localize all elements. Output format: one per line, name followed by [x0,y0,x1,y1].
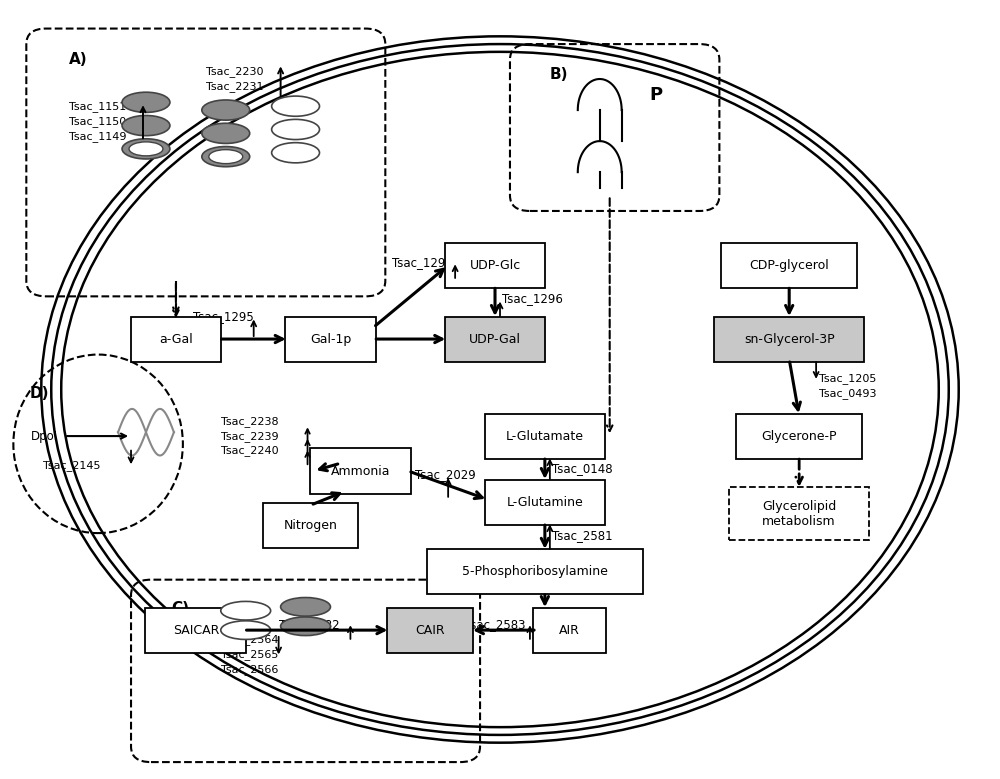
FancyBboxPatch shape [729,488,869,540]
Text: Ammonia: Ammonia [331,464,390,478]
Text: Tsac_1295: Tsac_1295 [193,310,254,323]
Text: DpoI: DpoI [31,429,58,442]
Ellipse shape [281,617,330,636]
Ellipse shape [122,139,170,159]
FancyBboxPatch shape [387,608,473,653]
Text: Gal-1p: Gal-1p [310,333,351,346]
Text: Nitrogen: Nitrogen [284,519,337,532]
Text: C): C) [171,601,189,615]
Ellipse shape [129,142,163,156]
Text: L-Glutamine: L-Glutamine [507,495,583,509]
Ellipse shape [202,123,250,143]
FancyBboxPatch shape [736,414,862,459]
Text: CDP-glycerol: CDP-glycerol [749,259,829,272]
Text: L-Glutamate: L-Glutamate [506,429,584,442]
FancyBboxPatch shape [145,608,246,653]
Text: Tsac_1294: Tsac_1294 [392,256,453,269]
Text: Tsac_2564
Tsac_2565
Tsac_2566: Tsac_2564 Tsac_2565 Tsac_2566 [221,634,278,675]
Ellipse shape [281,597,330,616]
Text: AIR: AIR [559,624,580,636]
Text: Tsac_2238
Tsac_2239
Tsac_2240: Tsac_2238 Tsac_2239 Tsac_2240 [221,416,278,456]
Ellipse shape [272,119,320,139]
Text: Tsac_2230
Tsac_2231: Tsac_2230 Tsac_2231 [206,66,263,92]
Ellipse shape [122,115,170,136]
FancyBboxPatch shape [485,414,605,459]
Text: Tsac_0148: Tsac_0148 [552,462,612,475]
Ellipse shape [209,150,243,164]
Ellipse shape [221,601,271,620]
Text: SAICAR: SAICAR [173,624,219,636]
FancyBboxPatch shape [533,608,606,653]
Text: 5-Phosphoribosylamine: 5-Phosphoribosylamine [462,566,608,579]
FancyBboxPatch shape [427,549,643,594]
Text: Tsac_2581: Tsac_2581 [552,529,612,542]
Text: A): A) [69,52,88,67]
Text: Tsac_2582: Tsac_2582 [279,619,339,631]
FancyBboxPatch shape [285,316,376,361]
Ellipse shape [122,92,170,112]
FancyBboxPatch shape [721,243,857,287]
Text: Tsac_2583: Tsac_2583 [465,619,526,631]
Text: a-Gal: a-Gal [159,333,193,346]
Text: Tsac_1296: Tsac_1296 [502,292,563,305]
Text: sn-Glycerol-3P: sn-Glycerol-3P [744,333,835,346]
Ellipse shape [202,146,250,167]
Text: Tsac_1151
Tsac_1150
Tsac_1149: Tsac_1151 Tsac_1150 Tsac_1149 [69,101,127,142]
Ellipse shape [272,143,320,163]
FancyBboxPatch shape [263,502,358,548]
FancyBboxPatch shape [445,316,545,361]
FancyBboxPatch shape [310,449,411,494]
FancyBboxPatch shape [485,480,605,524]
Text: Tsac_2145: Tsac_2145 [43,460,101,471]
FancyBboxPatch shape [714,316,864,361]
Text: Glycerone-P: Glycerone-P [761,429,837,442]
Text: D): D) [29,386,49,400]
Text: Glycerolipid
metabolism: Glycerolipid metabolism [762,499,836,527]
FancyBboxPatch shape [445,243,545,287]
Text: Tsac_1205
Tsac_0493: Tsac_1205 Tsac_0493 [819,372,877,399]
Text: UDP-Glc: UDP-Glc [469,259,521,272]
Text: Tsac_2029: Tsac_2029 [415,468,476,481]
Ellipse shape [202,100,250,120]
Text: B): B) [550,67,568,83]
Text: UDP-Gal: UDP-Gal [469,333,521,346]
Ellipse shape [221,621,271,640]
Text: CAIR: CAIR [415,624,445,636]
Ellipse shape [272,96,320,116]
Text: P: P [650,86,663,104]
FancyBboxPatch shape [131,316,221,361]
